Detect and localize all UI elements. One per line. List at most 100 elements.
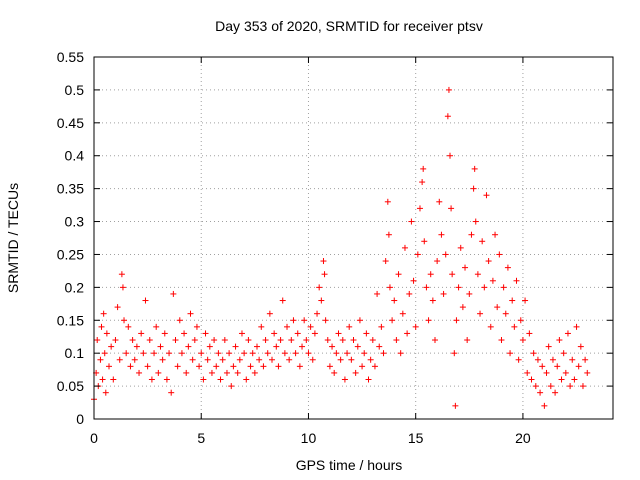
- data-point: [504, 264, 511, 271]
- data-point: [575, 363, 582, 370]
- data-point: [112, 337, 119, 344]
- data-point: [303, 337, 310, 344]
- y-tick-label: 0.55: [57, 49, 84, 65]
- data-point: [198, 350, 205, 357]
- data-point: [166, 350, 173, 357]
- data-point: [361, 350, 368, 357]
- data-point: [320, 258, 327, 265]
- grid-layer: [94, 57, 613, 419]
- data-point: [243, 376, 250, 383]
- data-point: [329, 343, 336, 350]
- data-point: [447, 152, 454, 159]
- x-axis-label: GPS time / hours: [296, 457, 403, 473]
- data-point: [438, 231, 445, 238]
- data-point: [554, 363, 561, 370]
- data-point: [492, 231, 499, 238]
- data-point: [97, 356, 104, 363]
- data-point: [414, 251, 421, 258]
- data-point: [457, 244, 464, 251]
- data-point: [322, 317, 329, 324]
- data-point: [558, 376, 565, 383]
- data-point: [479, 238, 486, 245]
- data-point: [116, 356, 123, 363]
- data-point: [247, 363, 254, 370]
- data-point: [584, 369, 591, 376]
- data-point: [404, 330, 411, 337]
- data-point: [425, 317, 432, 324]
- data-point: [378, 323, 385, 330]
- data-point: [416, 205, 423, 212]
- data-point: [200, 376, 207, 383]
- data-point: [131, 356, 138, 363]
- data-point: [245, 337, 252, 344]
- data-point: [290, 317, 297, 324]
- data-point: [148, 376, 155, 383]
- data-point: [140, 350, 147, 357]
- data-point: [545, 343, 552, 350]
- data-point: [326, 363, 333, 370]
- data-point: [309, 356, 316, 363]
- data-point: [136, 369, 143, 376]
- y-tick-label: 0.35: [57, 181, 84, 197]
- data-point: [284, 323, 291, 330]
- data-point: [121, 317, 128, 324]
- data-point: [496, 251, 503, 258]
- data-point: [406, 290, 413, 297]
- data-point: [543, 369, 550, 376]
- data-point: [333, 350, 340, 357]
- data-point: [110, 376, 117, 383]
- data-point: [534, 356, 541, 363]
- data-point: [256, 356, 263, 363]
- data-point: [133, 343, 140, 350]
- data-point: [350, 337, 357, 344]
- data-point: [157, 343, 164, 350]
- data-point: [354, 343, 361, 350]
- data-point: [472, 218, 479, 225]
- data-point: [232, 343, 239, 350]
- data-point: [448, 205, 455, 212]
- data-point: [380, 350, 387, 357]
- data-point: [524, 369, 531, 376]
- data-point: [102, 389, 109, 396]
- data-point: [161, 330, 168, 337]
- data-point: [513, 277, 520, 284]
- plot-frame: [93, 56, 614, 420]
- data-point: [393, 337, 400, 344]
- data-point: [226, 350, 233, 357]
- data-point: [385, 231, 392, 238]
- data-point: [539, 363, 546, 370]
- data-point: [431, 337, 438, 344]
- data-point: [384, 198, 391, 205]
- data-point: [451, 350, 458, 357]
- data-point: [260, 363, 267, 370]
- data-point: [119, 284, 126, 291]
- data-point: [530, 350, 537, 357]
- data-point: [101, 350, 108, 357]
- data-point: [519, 337, 526, 344]
- data-point: [251, 369, 258, 376]
- y-tick-label: 0.25: [57, 246, 84, 262]
- data-point: [163, 376, 170, 383]
- data-point: [238, 330, 245, 337]
- data-point: [331, 369, 338, 376]
- data-point: [429, 297, 436, 304]
- data-point: [299, 343, 306, 350]
- data-point: [234, 369, 241, 376]
- data-point: [410, 277, 417, 284]
- data-point: [421, 238, 428, 245]
- points-layer: [91, 86, 591, 409]
- data-point: [99, 376, 106, 383]
- data-point: [292, 350, 299, 357]
- data-point: [191, 337, 198, 344]
- data-point: [528, 376, 535, 383]
- y-tick-label: 0.45: [57, 115, 84, 131]
- data-point: [339, 337, 346, 344]
- y-tick-label: 0: [76, 411, 84, 427]
- data-point: [481, 284, 488, 291]
- data-point: [294, 330, 301, 337]
- data-point: [423, 284, 430, 291]
- data-point: [579, 383, 586, 390]
- data-point: [208, 369, 215, 376]
- data-point: [314, 310, 321, 317]
